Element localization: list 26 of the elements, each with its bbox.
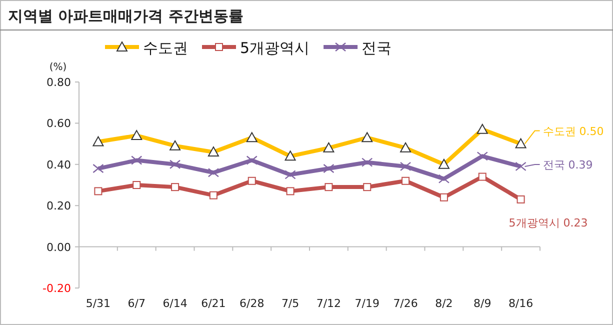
- x-tick-label: 6/21: [201, 297, 226, 310]
- legend-label: 전국: [362, 39, 392, 57]
- x-tick-label: 7/5: [281, 297, 300, 310]
- annotation: 전국 0.39: [542, 158, 593, 172]
- x-tick-label: 6/28: [240, 297, 264, 310]
- y-axis-title: (%): [49, 62, 67, 73]
- x-tick-label: 5/31: [86, 297, 111, 310]
- annotation: 수도권 0.50: [542, 124, 604, 138]
- x-tick-label: 7/19: [354, 297, 380, 310]
- y-tick-label: 0.60: [46, 117, 71, 130]
- y-tick-label: 0.20: [46, 200, 71, 213]
- x-tick-label: 7/26: [393, 297, 418, 310]
- annotation: 5개광역시 0.23: [508, 216, 588, 230]
- x-tick-label: 6/14: [162, 297, 188, 310]
- x-tick-label: 8/9: [474, 297, 492, 310]
- y-tick-label: 0.00: [46, 240, 71, 254]
- x-tick-label: 6/7: [128, 297, 146, 310]
- title: 지역별 아파트매매가격 주간변동률: [8, 7, 244, 25]
- y-tick-label: -0.20: [42, 282, 71, 295]
- x-tick-label: 8/16: [508, 297, 534, 310]
- legend-label: 수도권: [143, 39, 188, 57]
- x-tick-label: 7/12: [316, 297, 342, 310]
- y-tick-label: 0.40: [46, 158, 71, 172]
- y-tick-label: 0.80: [46, 76, 71, 89]
- legend-label: 5개광역시: [240, 39, 310, 57]
- x-tick-label: 8/2: [435, 297, 453, 310]
